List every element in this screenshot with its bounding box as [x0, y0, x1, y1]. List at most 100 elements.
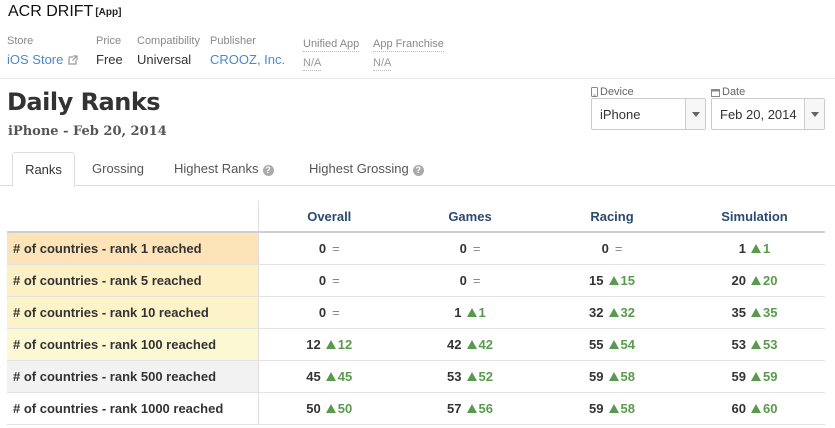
- rank-cell: 12 12: [258, 328, 400, 361]
- rank-delta: 52: [478, 368, 493, 384]
- arrow-up-icon: [751, 275, 761, 285]
- tab-highest-ranks-label[interactable]: Highest Ranks: [174, 161, 259, 176]
- rank-delta: 50: [337, 400, 353, 416]
- table-row: # of countries - rank 500 reached 45 45 53 5…: [7, 360, 825, 393]
- rank-cell: 59 58: [540, 360, 684, 393]
- rank-delta: 32: [620, 304, 635, 320]
- rank-value: 0: [459, 272, 467, 288]
- meta-unified-app: Unified App N/A: [303, 34, 360, 71]
- device-selected-value[interactable]: iPhone: [600, 107, 641, 122]
- no-change-indicator: =: [472, 272, 481, 288]
- store-link[interactable]: iOS Store: [7, 51, 78, 69]
- unified-app-value[interactable]: N/A: [303, 57, 322, 71]
- no-change-indicator: =: [332, 272, 340, 288]
- rank-cell: 0 =: [400, 232, 540, 265]
- row-label: # of countries - rank 500 reached: [7, 360, 259, 393]
- rank-cell: 0 =: [258, 296, 400, 329]
- page-subtitle: iPhone - Feb 20, 2014: [8, 124, 167, 139]
- rank-value: 0: [318, 272, 327, 288]
- compatibility-label: Compatibility: [137, 35, 200, 47]
- table-body: # of countries - rank 1 reached 0 = 0 = 0 = 1 1 #…: [7, 232, 825, 425]
- tab-ranks-label[interactable]: Ranks: [25, 162, 62, 177]
- rank-value: 12: [306, 336, 321, 352]
- tab-ranks[interactable]: Ranks: [12, 152, 75, 187]
- rank-delta: 45: [337, 368, 353, 384]
- arrow-up-icon: [608, 275, 619, 285]
- arrow-up-icon: [608, 339, 619, 349]
- rank-value: 20: [731, 272, 746, 288]
- tab-grossing[interactable]: Grossing: [92, 152, 144, 186]
- store-value[interactable]: iOS Store: [7, 52, 64, 67]
- rank-value: 59: [731, 368, 746, 384]
- rank-value: 32: [589, 304, 604, 320]
- tab-highest-grossing-label[interactable]: Highest Grossing: [309, 161, 409, 176]
- rank-value: 35: [731, 304, 746, 320]
- rank-cell: 60 60: [684, 392, 825, 425]
- arrow-up-icon: [751, 307, 761, 317]
- row-label: # of countries - rank 10 reached: [7, 296, 259, 329]
- arrow-up-icon: [325, 403, 336, 413]
- rank-delta: 58: [620, 368, 635, 384]
- rank-cell: 55 54: [540, 328, 684, 361]
- rank-cell: 35 35: [684, 296, 825, 329]
- device-select[interactable]: iPhone: [591, 98, 706, 130]
- row-label: # of countries - rank 1 reached: [7, 232, 259, 265]
- rank-cell: 53 53: [684, 328, 825, 361]
- no-change-indicator: =: [472, 240, 481, 256]
- rank-value: 0: [601, 240, 609, 256]
- app-franchise-label[interactable]: App Franchise: [373, 38, 444, 52]
- chevron-down-icon[interactable]: [685, 99, 705, 129]
- rank-cell: 53 52: [400, 360, 540, 393]
- arrow-up-icon: [325, 371, 336, 381]
- rank-value: 59: [589, 368, 604, 384]
- rank-delta: 56: [478, 400, 493, 416]
- rank-delta: 42: [478, 336, 493, 352]
- tab-highest-ranks[interactable]: Highest Ranks?: [174, 152, 274, 186]
- rank-cell: 45 45: [258, 360, 400, 393]
- date-label-text: Date: [722, 86, 746, 98]
- tab-grossing-label[interactable]: Grossing: [92, 161, 145, 176]
- table-row: # of countries - rank 1 reached 0 = 0 = 0 = 1 1: [7, 232, 825, 265]
- rank-delta: 35: [763, 304, 778, 320]
- app-franchise-value[interactable]: N/A: [373, 57, 392, 71]
- table-header-row: Overall Games Racing Simulation: [7, 201, 825, 233]
- help-icon[interactable]: ?: [412, 165, 424, 176]
- store-label: Store: [7, 35, 34, 47]
- arrow-up-icon: [751, 339, 761, 349]
- table-row: # of countries - rank 1000 reached 50 50 57…: [7, 392, 825, 425]
- rank-value: 0: [459, 240, 467, 256]
- device-label-text: Device: [600, 86, 634, 98]
- tab-highest-grossing[interactable]: Highest Grossing?: [309, 152, 424, 186]
- chevron-down-icon[interactable]: [804, 99, 824, 129]
- rank-value: 53: [447, 368, 462, 384]
- arrow-up-icon: [466, 371, 477, 381]
- rank-cell: 57 56: [400, 392, 540, 425]
- rank-value: 60: [731, 400, 746, 416]
- rank-delta: 54: [620, 336, 635, 352]
- column-header: Overall: [258, 201, 400, 233]
- date-selected-value[interactable]: Feb 20, 2014: [720, 107, 797, 122]
- app-title: ACR DRIFT [App]: [8, 3, 121, 21]
- rank-value: 57: [447, 400, 462, 416]
- rank-delta: 12: [337, 336, 353, 352]
- row-label: # of countries - rank 100 reached: [7, 328, 259, 361]
- rank-value: 15: [589, 272, 604, 288]
- help-icon[interactable]: ?: [262, 165, 274, 176]
- meta-store: Store iOS Store: [7, 34, 78, 69]
- date-select[interactable]: Feb 20, 2014: [711, 98, 825, 130]
- publisher-link[interactable]: CROOZ, Inc.: [210, 52, 286, 67]
- rank-value: 1: [454, 304, 462, 320]
- meta-compatibility: Compatibility Universal: [137, 34, 200, 69]
- rank-delta: 53: [763, 336, 778, 352]
- rank-cell: 59 59: [684, 360, 825, 393]
- rank-value: 53: [731, 336, 746, 352]
- table-row: # of countries - rank 5 reached 0 = 0 = 15 15 2…: [7, 264, 825, 297]
- rank-delta: 20: [763, 272, 778, 288]
- rank-value: 55: [589, 336, 604, 352]
- divider: [0, 78, 835, 79]
- external-link-icon[interactable]: [68, 55, 78, 65]
- table-row: # of countries - rank 100 reached 12 12 42 4…: [7, 328, 825, 361]
- rank-value: 50: [306, 400, 321, 416]
- arrow-up-icon: [751, 403, 761, 413]
- unified-app-label[interactable]: Unified App: [303, 38, 360, 52]
